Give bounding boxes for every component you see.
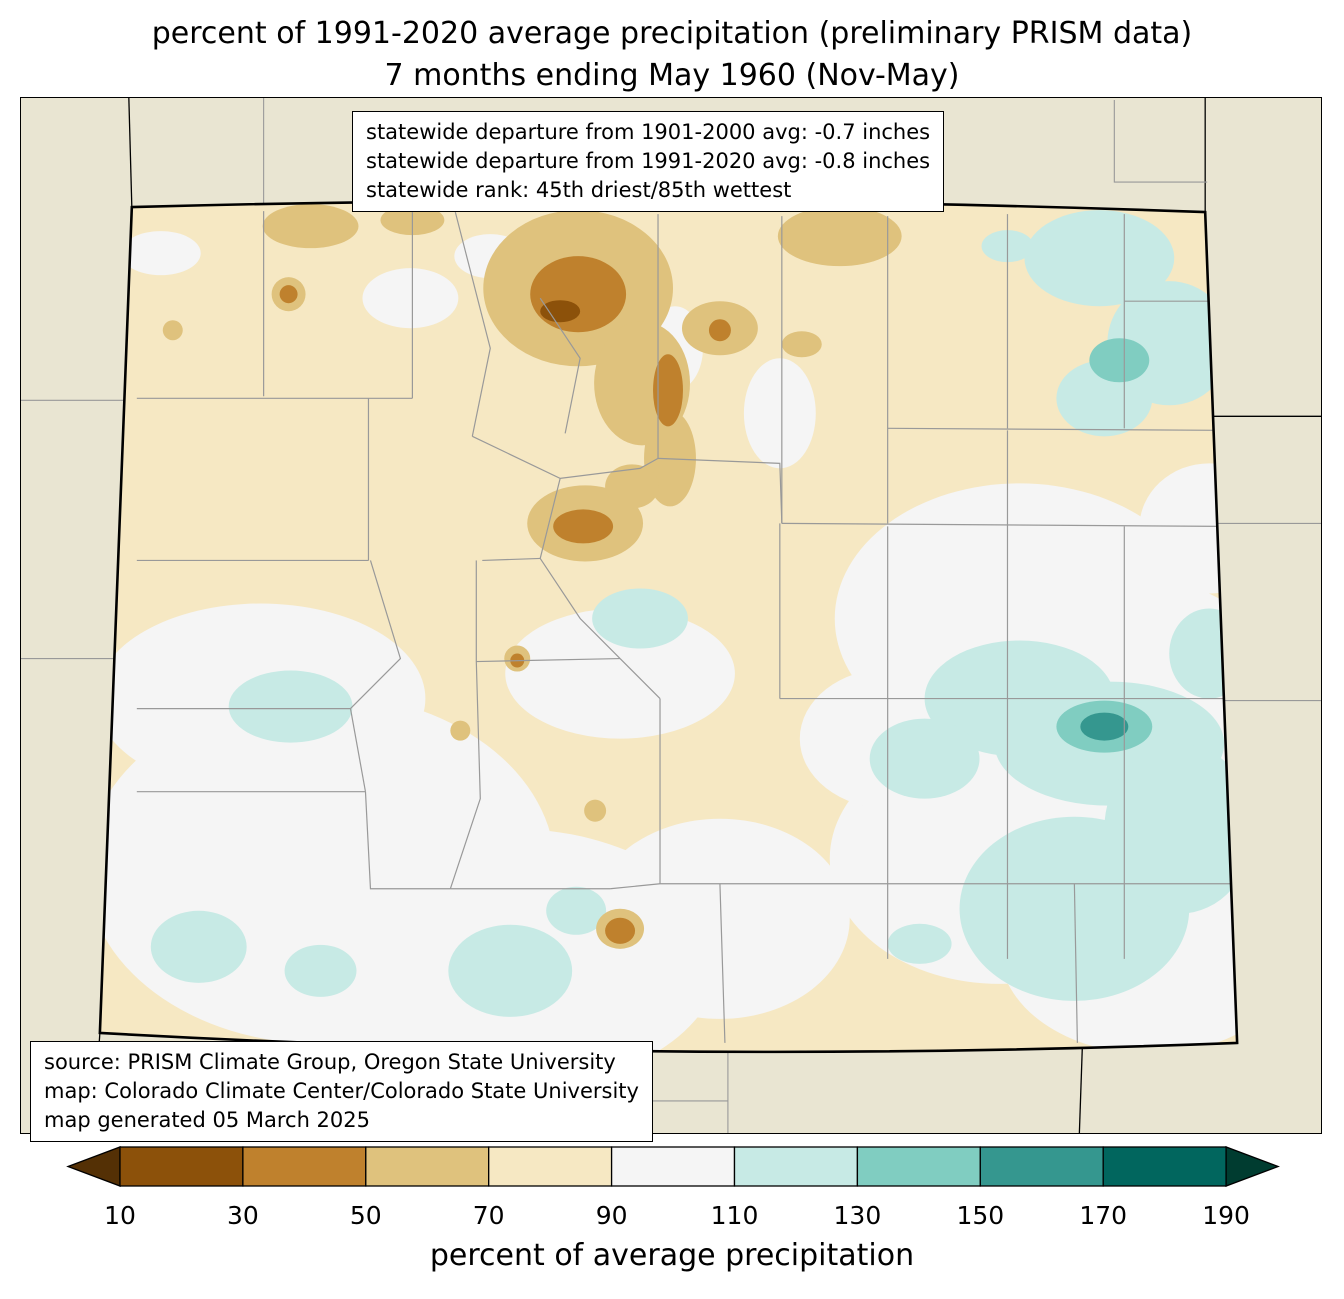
colorbar-tick-label: 170 xyxy=(1079,1201,1127,1230)
colorbar-tick-label: 10 xyxy=(104,1201,136,1230)
colorbar-over-range-arrow xyxy=(1225,1146,1280,1187)
stats-departure-1901-2000: statewide departure from 1901-2000 avg: … xyxy=(366,120,931,144)
colorbar-tick-label: 130 xyxy=(834,1201,882,1230)
colorbar-tick-label: 190 xyxy=(1202,1201,1250,1230)
colorado-precipitation-map xyxy=(21,98,1321,1133)
map-canvas xyxy=(20,97,1322,1134)
colorbar-segment xyxy=(242,1146,367,1187)
source-line: source: PRISM Climate Group, Oregon Stat… xyxy=(44,1050,616,1074)
colorbar-tick-label: 150 xyxy=(956,1201,1004,1230)
colorbar-tick-label: 30 xyxy=(227,1201,259,1230)
colorbar-segment xyxy=(610,1146,736,1187)
colorbar-under-range-arrow xyxy=(66,1146,121,1187)
stats-rank: statewide rank: 45th driest/85th wettest xyxy=(366,177,792,202)
colorbar-tick-label: 90 xyxy=(596,1201,628,1230)
colorbar-tick-label: 110 xyxy=(711,1201,759,1230)
colorbar-tick-label: 50 xyxy=(350,1201,382,1230)
colorbar-segment xyxy=(365,1146,490,1187)
colorbar-segment xyxy=(856,1146,981,1187)
map-title-line-1: percent of 1991-2020 average precipitati… xyxy=(151,16,1193,51)
colorbar-tick-label: 70 xyxy=(473,1201,505,1230)
colorbar-segment xyxy=(119,1146,244,1187)
map-title-line-2: 7 months ending May 1960 (Nov-May) xyxy=(384,58,960,93)
stats-departure-1991-2020: statewide departure from 1991-2020 avg: … xyxy=(366,148,931,173)
county-lines xyxy=(136,211,1235,1043)
colorbar-segment xyxy=(488,1146,613,1187)
map-credit-line: map: Colorado Climate Center/Colorado St… xyxy=(44,1078,639,1103)
precip-150-170-regions xyxy=(1080,712,1129,741)
statewide-stats-box: statewide departure from 1901-2000 avg: … xyxy=(352,111,945,212)
generated-date-line: map generated 05 March 2025 xyxy=(44,1107,371,1132)
precip-10-30-regions xyxy=(540,300,581,323)
colorbar-segment xyxy=(1102,1146,1227,1187)
source-attribution-box: source: PRISM Climate Group, Oregon Stat… xyxy=(30,1041,653,1142)
colorbar-axis-label: percent of average precipitation xyxy=(429,1238,915,1273)
colorbar-legend: 10 30 50 70 90 110 130 150 170 190 xyxy=(66,1146,1280,1230)
colorbar-segment xyxy=(733,1146,859,1187)
colorbar-segment xyxy=(979,1146,1104,1187)
